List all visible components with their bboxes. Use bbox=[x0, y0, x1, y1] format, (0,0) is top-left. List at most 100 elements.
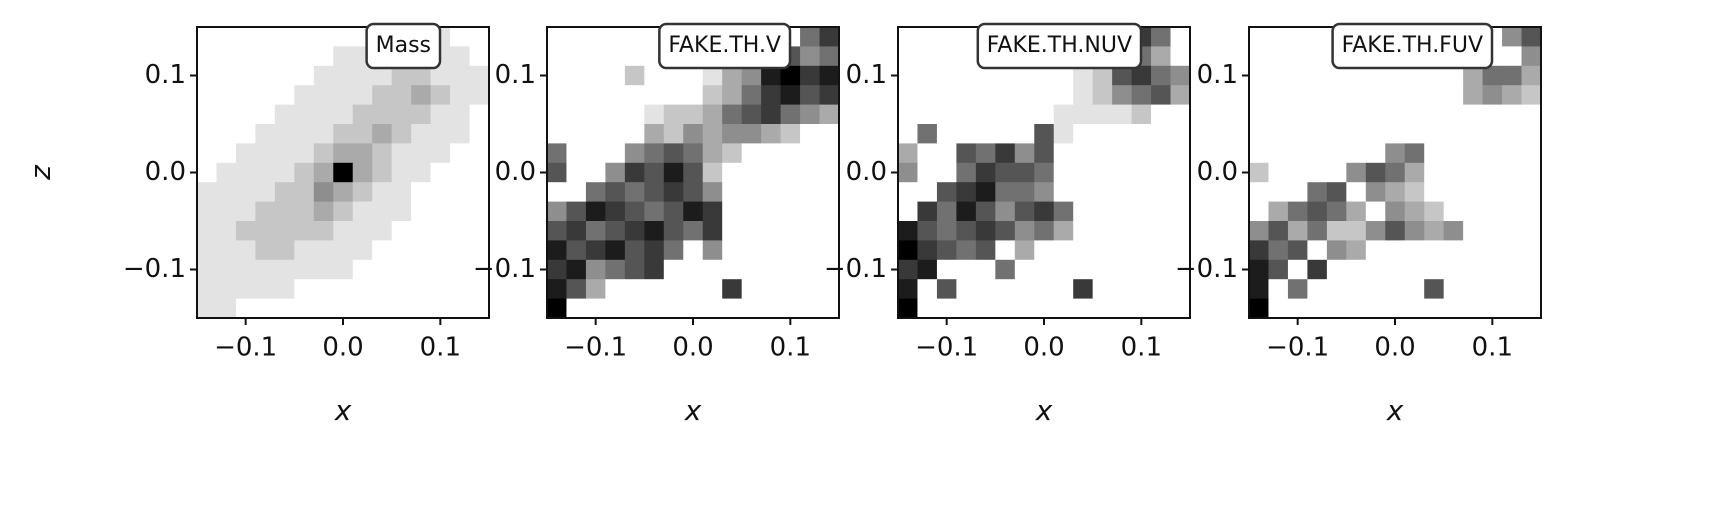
hist-cell bbox=[1482, 201, 1503, 222]
hist-cell bbox=[1092, 279, 1113, 299]
hist-cell bbox=[956, 298, 977, 319]
hist-cell bbox=[1463, 182, 1483, 202]
hist-cell bbox=[1034, 104, 1055, 125]
x-axis-label: x bbox=[1386, 394, 1404, 427]
hist-cell bbox=[898, 143, 918, 164]
hist-cell bbox=[450, 279, 470, 299]
hist-cell bbox=[352, 85, 373, 105]
hist-cell bbox=[1151, 182, 1171, 202]
hist-cell bbox=[547, 143, 567, 164]
hist-cell bbox=[216, 143, 237, 164]
hist-cell bbox=[430, 143, 451, 164]
hist-cell bbox=[372, 201, 393, 222]
hist-cell bbox=[898, 85, 918, 105]
hist-cell bbox=[1502, 27, 1522, 47]
hist-cell bbox=[372, 104, 393, 125]
hist-cell bbox=[585, 162, 606, 183]
hist-cell bbox=[352, 162, 373, 183]
hist-cell bbox=[995, 221, 1016, 241]
hist-cell bbox=[683, 259, 704, 280]
hist-cell bbox=[1287, 124, 1308, 144]
hist-cell bbox=[644, 221, 665, 241]
hist-cell bbox=[800, 279, 820, 299]
hist-cell bbox=[372, 65, 393, 86]
hist-cell bbox=[216, 279, 237, 299]
hist-cell bbox=[333, 65, 354, 86]
hist-cell bbox=[1053, 162, 1074, 183]
y-tick-label: 0.1 bbox=[145, 60, 186, 90]
hist-cell bbox=[780, 65, 801, 86]
hist-cell bbox=[1249, 65, 1269, 86]
hist-cell bbox=[1326, 143, 1347, 164]
hist-cell bbox=[216, 46, 237, 67]
hist-cell bbox=[800, 221, 820, 241]
hist-cell bbox=[1034, 162, 1055, 183]
hist-cell bbox=[235, 27, 256, 47]
hist-cell bbox=[917, 27, 938, 47]
hist-cell bbox=[1482, 279, 1503, 299]
hist-cell bbox=[1034, 124, 1055, 144]
hist-cell bbox=[956, 259, 977, 280]
hist-cell bbox=[1151, 162, 1171, 183]
hist-cell bbox=[741, 85, 762, 105]
hist-cell bbox=[780, 162, 801, 183]
hist-cell bbox=[469, 240, 490, 261]
hist-cell bbox=[197, 201, 217, 222]
hist-cell bbox=[702, 85, 723, 105]
hist-cell bbox=[1092, 298, 1113, 319]
hist-cell bbox=[1365, 143, 1386, 164]
hist-cell bbox=[313, 104, 334, 125]
hist-cell bbox=[294, 143, 315, 164]
hist-cell bbox=[1443, 221, 1464, 241]
hist-cell bbox=[1131, 182, 1152, 202]
hist-cell bbox=[624, 65, 645, 86]
hist-cell bbox=[702, 201, 723, 222]
hist-cell bbox=[1443, 259, 1464, 280]
hist-cell bbox=[702, 221, 723, 241]
hist-cell bbox=[585, 182, 606, 202]
hist-cell bbox=[1404, 182, 1425, 202]
hist-cell bbox=[917, 104, 938, 125]
hist-cell bbox=[411, 221, 431, 241]
hist-cell bbox=[1268, 27, 1289, 47]
hist-cell bbox=[975, 182, 996, 202]
hist-cell bbox=[255, 240, 276, 261]
hist-cell bbox=[430, 162, 451, 183]
hist-cell bbox=[936, 240, 957, 261]
hist-cell bbox=[975, 162, 996, 183]
hist-cell bbox=[1443, 298, 1464, 319]
hist-cell bbox=[1131, 162, 1152, 183]
hist-cell bbox=[1053, 240, 1074, 261]
hist-cell bbox=[1053, 259, 1074, 280]
hist-cell bbox=[1346, 221, 1367, 241]
hist-cell bbox=[1112, 85, 1132, 105]
hist-cell bbox=[1326, 162, 1347, 183]
hist-cell bbox=[1249, 259, 1269, 280]
hist-cell bbox=[1034, 221, 1055, 241]
hist-cell bbox=[1404, 143, 1425, 164]
x-axis-label: x bbox=[1035, 394, 1053, 427]
hist-cell bbox=[1151, 85, 1171, 105]
hist-cell bbox=[469, 124, 490, 144]
hist-cell bbox=[1326, 259, 1347, 280]
hist-cell bbox=[1307, 85, 1328, 105]
hist-cell bbox=[1170, 46, 1191, 67]
panel bbox=[547, 27, 840, 319]
hist-cell bbox=[274, 201, 295, 222]
hist-cell bbox=[1268, 240, 1289, 261]
hist-cell bbox=[644, 182, 665, 202]
y-tick-label: −0.1 bbox=[824, 254, 887, 284]
hist-cell bbox=[1170, 221, 1191, 241]
hist-cell bbox=[1365, 104, 1386, 125]
hist-cell bbox=[780, 124, 801, 144]
hist-cell bbox=[780, 143, 801, 164]
hist-cell bbox=[1385, 182, 1406, 202]
hist-cell bbox=[1092, 162, 1113, 183]
panel-title: FAKE.TH.FUV bbox=[1342, 33, 1483, 58]
hist-cell bbox=[450, 201, 470, 222]
hist-cell bbox=[1385, 85, 1406, 105]
hist-cell bbox=[1287, 201, 1308, 222]
y-tick-label: −0.1 bbox=[123, 254, 186, 284]
hist-cell bbox=[294, 298, 315, 319]
